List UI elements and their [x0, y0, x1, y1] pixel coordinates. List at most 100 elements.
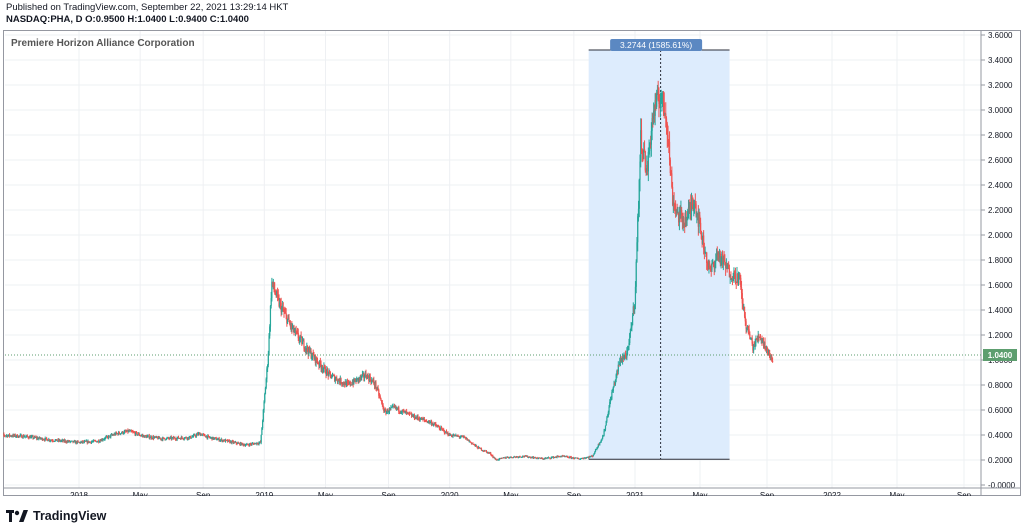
candle-body — [664, 113, 666, 115]
candle-body — [495, 458, 497, 460]
candle-body — [31, 436, 33, 438]
candle-body — [103, 439, 105, 441]
y-tick-label: 0.4000 — [988, 431, 1013, 440]
candle-body — [615, 374, 617, 380]
candle-body — [740, 287, 743, 294]
candle-body — [283, 310, 285, 313]
y-tick-label: 1.6000 — [988, 281, 1013, 290]
candle-body — [597, 447, 599, 449]
candle-body — [225, 439, 227, 441]
candle-body — [632, 306, 634, 316]
candle-body — [679, 211, 681, 215]
candle-body — [353, 378, 356, 382]
candle-body — [175, 438, 177, 440]
candle-body — [275, 294, 277, 296]
candle-body — [450, 435, 452, 436]
candle-body — [480, 448, 482, 450]
candle-body — [520, 457, 522, 458]
candle-body — [256, 442, 258, 445]
candle-body — [591, 455, 593, 457]
candle-body — [103, 439, 105, 440]
candle-body — [289, 323, 292, 327]
candle-body — [755, 338, 757, 343]
candle-body — [569, 456, 571, 458]
candle-body — [445, 431, 448, 434]
candle-body — [631, 315, 634, 326]
candle-body — [170, 437, 172, 438]
candle-body — [613, 383, 615, 387]
candle-body — [63, 439, 65, 442]
candle-body — [192, 434, 195, 437]
candle-body — [764, 341, 766, 348]
candle-body — [750, 337, 752, 339]
candle-body — [284, 312, 287, 314]
brand-footer[interactable]: TradingView — [6, 509, 106, 523]
candle-body — [393, 406, 396, 407]
candle-body — [247, 444, 249, 446]
candle-body — [383, 409, 386, 412]
chart-frame[interactable]: 3.2744 (1585.61%) 3.6000 3.4000 3.2000 3.00… — [0, 30, 1021, 500]
candle-body — [311, 352, 314, 357]
candle-body — [293, 325, 295, 333]
candle-body — [466, 438, 468, 441]
candle-body — [460, 435, 463, 437]
candle-body — [35, 437, 37, 439]
x-tick-label: May — [692, 491, 707, 496]
candle-body — [57, 439, 59, 441]
candle-body — [734, 270, 736, 273]
candle-body — [722, 257, 724, 265]
candle-body — [358, 377, 361, 379]
candle-body — [328, 371, 330, 376]
candle-body — [712, 262, 714, 264]
candle-body — [267, 365, 269, 369]
candle-body — [420, 417, 422, 420]
candle-body — [80, 442, 82, 444]
candle-body — [704, 252, 706, 254]
candle-body — [362, 373, 364, 375]
candle-body — [711, 262, 713, 270]
candle-body — [41, 437, 43, 441]
candle-body — [173, 437, 175, 439]
candle-body — [475, 445, 477, 446]
candle-body — [243, 444, 245, 446]
candle-body — [296, 331, 299, 333]
candle-body — [614, 379, 617, 384]
candle-body — [282, 307, 284, 311]
candle-body — [48, 439, 50, 441]
candle-body — [401, 412, 403, 414]
candle-body — [636, 242, 638, 262]
candle-body — [735, 281, 737, 283]
candle-body — [345, 381, 347, 387]
candle-body — [393, 405, 395, 407]
candle-body — [141, 435, 143, 437]
candle-body — [529, 456, 531, 458]
candle-body — [190, 436, 192, 439]
candle-body — [270, 298, 272, 306]
candle-body — [241, 443, 243, 446]
candle-body — [73, 440, 75, 443]
candle-body — [453, 434, 455, 436]
candle-body — [330, 374, 332, 378]
candle-body — [116, 433, 118, 435]
candle-body — [137, 433, 140, 435]
candle-body — [756, 339, 759, 341]
candle-body — [299, 335, 302, 339]
candle-body — [207, 435, 210, 437]
candle-body — [79, 442, 81, 444]
candle-body — [229, 440, 231, 443]
candle-body — [277, 295, 279, 298]
candle-body — [429, 421, 431, 423]
candle-body — [354, 379, 356, 382]
candle-body — [148, 435, 150, 439]
candle-body — [331, 375, 334, 378]
candle-body — [430, 421, 433, 425]
time-axis[interactable]: 2018 May Sep 2019 May Sep 2020 May Sep 2021 May Sep… — [3, 487, 1021, 500]
candle-body — [341, 383, 344, 385]
candle-body — [188, 437, 190, 439]
candle-body — [324, 367, 326, 374]
candle-body — [70, 440, 73, 442]
price-chart[interactable]: 3.2744 (1585.61%) 3.6000 3.4000 3.2000 3.00… — [0, 30, 1021, 500]
candle-body — [518, 456, 520, 458]
price-axis[interactable]: 3.6000 3.4000 3.2000 3.0000 2.8000 2.6000 2.40… — [5, 30, 1017, 496]
candle-body — [527, 455, 529, 458]
